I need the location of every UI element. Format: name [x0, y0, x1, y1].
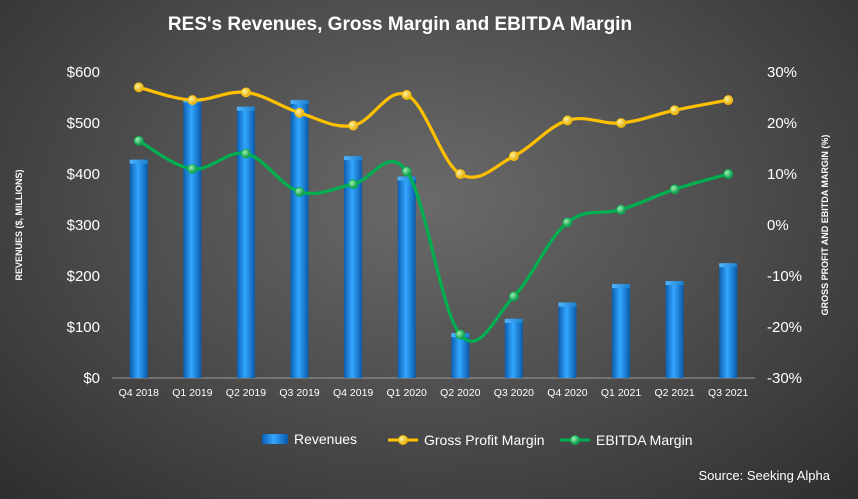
margin-lines	[133, 82, 734, 343]
x-axis: Q4 2018 Q1 2019 Q2 2019 Q3 2019 Q4 2019 Q1 20…	[112, 377, 755, 399]
gross-profit-margin-point	[133, 82, 144, 93]
legend-marker-ebitda-margin	[570, 435, 580, 445]
legend-marker-gross-profit-margin	[398, 435, 408, 445]
y-tick-right: -30%	[767, 370, 802, 387]
revenue-bar-top	[397, 176, 416, 181]
revenue-bar-top	[612, 284, 631, 289]
ebitda-margin-point	[348, 179, 359, 190]
ebitda-margin-point	[241, 148, 251, 159]
gross-profit-margin-point	[348, 120, 359, 131]
ebitda-margin-point	[723, 169, 734, 179]
revenue-bar-top	[344, 156, 363, 161]
ebitda-margin-point	[562, 217, 573, 228]
source-note: Source: Seeking Alpha	[698, 468, 830, 483]
legend-label-gross-profit-margin: Gross Profit Margin	[424, 432, 545, 448]
y-tick-right: 10%	[767, 166, 797, 183]
revenue-bar	[397, 176, 416, 378]
x-tick-label: Q3 2019	[279, 387, 319, 399]
gross-profit-margin-line	[138, 85, 729, 179]
revenue-bar	[129, 159, 148, 378]
ebitda-margin-line	[137, 139, 729, 343]
ebitda-margin-point	[401, 166, 412, 177]
x-tick-label: Q2 2020	[440, 387, 480, 399]
y-tick-right: -10%	[767, 268, 802, 285]
y-tick-right: 0%	[767, 217, 789, 234]
left-axis: $0 $100 $200 $300 $400 $500 $600	[67, 64, 100, 387]
revenue-bar	[236, 106, 255, 379]
revenue-bar-top	[290, 100, 309, 105]
ebitda-margin-point	[455, 329, 466, 340]
ebitda-margin-point	[187, 163, 198, 174]
revenue-bar	[290, 100, 309, 379]
x-tick-label: Q1 2019	[172, 387, 212, 399]
revenue-bar	[665, 281, 684, 378]
gross-profit-margin-point	[508, 151, 519, 162]
x-tick-label: Q2 2019	[226, 387, 266, 399]
x-tick-label: Q1 2021	[601, 387, 641, 399]
revenue-bar	[451, 333, 470, 378]
y-tick-left: $0	[83, 370, 100, 387]
ebitda-margin-point	[616, 204, 626, 215]
ebitda-margin-point	[669, 184, 680, 195]
y-tick-right: -20%	[767, 319, 802, 336]
ebitda-margin-point	[508, 291, 519, 302]
y-axis-label-left: REVENUES ($, MILLIONS)	[14, 169, 24, 280]
revenue-bar-top	[129, 159, 148, 164]
x-tick-label: Q3 2020	[494, 387, 534, 399]
y-axis-label-right: GROSS PROFIT AND EBITDA MARGIN (%)	[820, 135, 830, 316]
x-tick-label: Q4 2019	[333, 387, 373, 399]
revenue-bar	[612, 284, 631, 378]
revenue-bar-top	[558, 302, 577, 307]
y-tick-left: $300	[67, 217, 100, 234]
chart-title: RES's Revenues, Gross Margin and EBITDA …	[168, 14, 632, 35]
y-tick-left: $100	[67, 319, 100, 336]
gross-profit-margin-point	[562, 115, 573, 126]
revenue-bar	[504, 318, 523, 378]
right-axis: -30% -20% -10% 0% 10% 20% 30%	[767, 64, 802, 387]
y-tick-left: $200	[67, 268, 100, 285]
y-tick-left: $500	[67, 115, 100, 132]
gross-profit-margin-point	[616, 118, 626, 128]
x-tick-label: Q3 2021	[708, 387, 748, 399]
x-tick-label: Q2 2021	[654, 387, 694, 399]
revenue-bar	[719, 263, 738, 378]
legend-label-ebitda-margin: EBITDA Margin	[596, 432, 692, 448]
gross-profit-margin-point	[401, 90, 412, 100]
x-tick-label: Q4 2018	[119, 387, 159, 399]
gross-profit-margin-point	[187, 95, 198, 105]
revenue-bar	[183, 98, 202, 379]
revenue-bar-top	[665, 281, 684, 286]
gross-profit-margin-point	[241, 87, 251, 98]
legend-swatch-revenues	[262, 434, 288, 444]
ebitda-margin-point	[294, 186, 305, 197]
y-tick-right: 30%	[767, 64, 797, 81]
gross-profit-margin-point	[723, 95, 734, 105]
gross-profit-margin-point	[455, 169, 466, 179]
x-tick-label: Q1 2020	[387, 387, 427, 399]
y-tick-left: $400	[67, 166, 100, 183]
y-tick-left: $600	[67, 64, 100, 81]
revenue-bar-top	[236, 106, 255, 111]
legend-label-revenues: Revenues	[294, 431, 357, 447]
gross-profit-margin-point	[294, 107, 305, 118]
x-tick-label: Q4 2020	[547, 387, 587, 399]
revenue-bars	[129, 98, 738, 379]
y-tick-right: 20%	[767, 115, 797, 132]
revenue-bar	[558, 302, 577, 378]
gross-profit-margin-point	[669, 105, 680, 116]
ebitda-margin-point	[133, 135, 144, 146]
legend: Revenues Gross Profit Margin EBITDA Margin	[262, 431, 692, 448]
revenue-bar-top	[719, 263, 738, 268]
revenue-bar-top	[504, 318, 523, 323]
revenue-bar	[344, 156, 363, 378]
